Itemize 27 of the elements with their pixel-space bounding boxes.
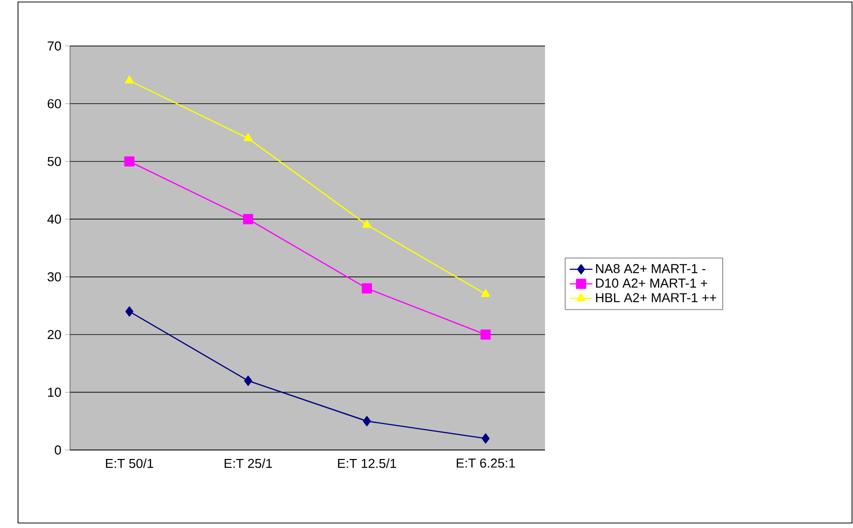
x-tick-label: E:T 6.25:1: [456, 458, 515, 468]
y-tick-label: 60: [48, 99, 61, 108]
point: [125, 306, 134, 317]
point: [124, 76, 134, 84]
x-tick-label: E:T 25/1: [224, 458, 272, 468]
point: [482, 433, 490, 444]
y-tick-label: 0: [54, 445, 61, 455]
legend-label: D10 A2+ MART-1 +: [596, 278, 708, 288]
point: [244, 376, 252, 386]
y-tick-label: 50: [48, 156, 61, 166]
point: [124, 156, 134, 167]
x-tick-label: E:T 12.5/1: [338, 458, 396, 468]
point: [362, 416, 371, 426]
point: [480, 329, 491, 340]
x-tick-label: E:T 50/1: [106, 458, 154, 468]
point: [243, 214, 254, 224]
point: [362, 283, 372, 294]
y-tick-label: 70: [48, 41, 61, 51]
y-tick-label: 10: [48, 388, 61, 397]
y-tick-label: 40: [47, 214, 61, 224]
y-tick-label: 30: [48, 272, 61, 282]
y-tick-label: 20: [48, 330, 61, 340]
point: [481, 289, 490, 298]
legend-label: HBL A2+ MART-1 ++: [596, 293, 716, 302]
point: [244, 133, 253, 142]
legend-label: NA8 A2+ MART-1 -: [596, 264, 706, 274]
point: [362, 220, 372, 228]
